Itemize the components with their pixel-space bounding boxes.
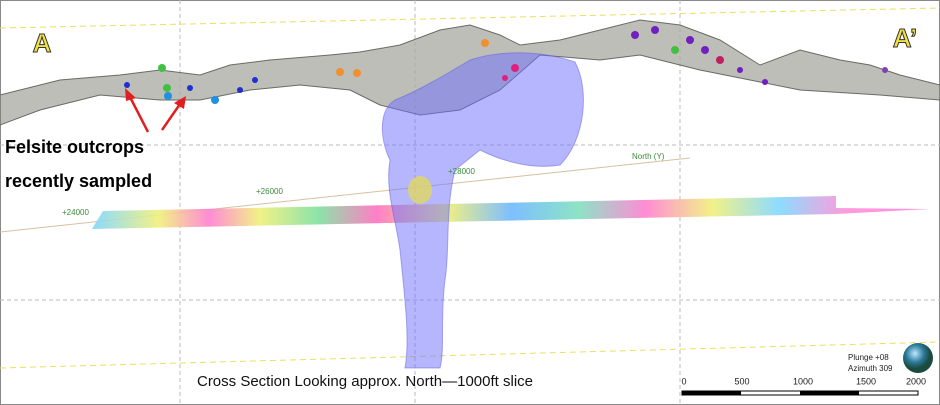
mineral-zone — [408, 176, 432, 204]
azimuth-label: Azimuth 309 — [848, 364, 893, 373]
section-end-label: A’ — [893, 23, 918, 53]
intrusion-body — [381, 52, 584, 369]
scale-label: 1000 — [793, 376, 813, 386]
axis-name: North (Y) — [632, 152, 665, 161]
plunge-label: Plunge +08 — [848, 353, 889, 362]
callout-text: Felsite outcrops — [5, 137, 144, 157]
section-start-label: A — [33, 28, 52, 58]
axis-tick-label: +28000 — [448, 167, 475, 176]
scale-label: 500 — [734, 376, 749, 386]
scale-label: 1500 — [856, 376, 876, 386]
scale-label: 2000 — [906, 376, 926, 386]
geophysics-slice — [92, 196, 930, 229]
callout-arrows — [125, 88, 186, 133]
section-limits — [0, 7, 940, 369]
scale-bar — [681, 390, 919, 396]
axis-tick-label: +26000 — [256, 187, 283, 196]
scale-label: 0 — [681, 376, 686, 386]
axis-tick-label: +24000 — [62, 208, 89, 217]
callout-text: recently sampled — [5, 171, 152, 191]
sample-points — [124, 26, 888, 104]
caption: Cross Section Looking approx. North—1000… — [197, 373, 533, 390]
orientation-globe — [903, 343, 933, 373]
